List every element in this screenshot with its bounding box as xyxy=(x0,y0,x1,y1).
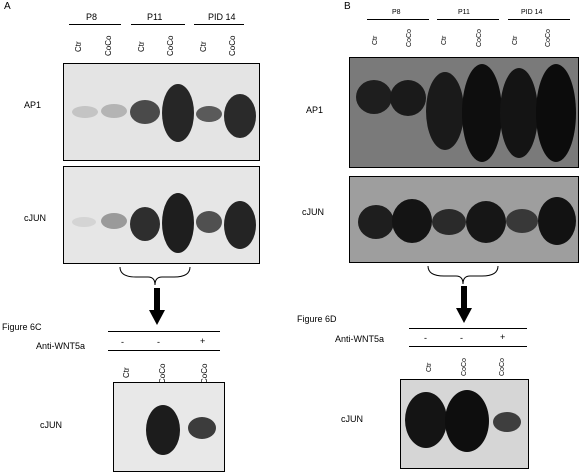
lane-label: Ctr xyxy=(74,41,83,52)
sign: - xyxy=(157,337,160,347)
group-line-p11 xyxy=(437,19,499,20)
sign-line-top xyxy=(108,331,220,332)
group-line-p8 xyxy=(69,24,121,25)
lane-label: Ctr xyxy=(372,35,379,45)
group-line-pid14 xyxy=(508,19,570,20)
figure-label: Figure 6C xyxy=(2,322,42,332)
sign: - xyxy=(121,337,124,347)
sub-cjun-label: cJUN xyxy=(40,420,62,430)
lane-label: CoCo xyxy=(104,35,113,56)
band xyxy=(188,417,216,439)
lane-label: CoCo xyxy=(406,29,413,47)
sign-line-bottom xyxy=(409,346,527,347)
sign: - xyxy=(424,333,427,343)
sign: + xyxy=(200,336,206,346)
band xyxy=(162,193,194,253)
band xyxy=(101,104,127,118)
band xyxy=(466,201,506,243)
group-label-p8: P8 xyxy=(86,12,98,22)
lane-label: CoCo xyxy=(461,358,468,376)
lane-label: CoCo xyxy=(158,363,167,384)
figure-label: Figure 6D xyxy=(297,314,337,324)
cjun-label: cJUN xyxy=(24,213,46,223)
band xyxy=(224,201,256,249)
arrow-down-icon xyxy=(149,288,165,325)
lane-label: CoCo xyxy=(476,29,483,47)
sub-cjun-blot xyxy=(400,379,529,469)
ap1-label: AP1 xyxy=(24,100,42,110)
band xyxy=(196,106,222,122)
cjun-blot xyxy=(63,166,260,264)
band xyxy=(493,412,521,432)
band xyxy=(72,217,96,227)
cjun-label: cJUN xyxy=(302,207,324,217)
band xyxy=(445,390,489,452)
lane-label: CoCo xyxy=(545,29,552,47)
ap1-blot xyxy=(63,63,260,161)
group-label-p8: P8 xyxy=(392,9,401,16)
anti-wnt5a-label: Anti-WNT5a xyxy=(335,334,385,344)
band xyxy=(224,94,256,138)
panel-b-letter: B xyxy=(344,1,351,12)
panel-a-letter: A xyxy=(4,1,11,12)
ap1-blot xyxy=(349,57,579,168)
band xyxy=(101,213,127,229)
brace-icon xyxy=(119,266,191,286)
band xyxy=(356,80,392,114)
band xyxy=(390,80,426,116)
sign-line-bottom xyxy=(108,350,220,351)
band xyxy=(432,209,466,235)
sign: - xyxy=(460,333,463,343)
band xyxy=(358,205,394,239)
band xyxy=(130,100,160,124)
band xyxy=(146,405,180,455)
band xyxy=(72,106,98,118)
band xyxy=(426,72,464,150)
band xyxy=(536,64,576,162)
group-label-pid14: PID 14 xyxy=(208,12,236,22)
band xyxy=(196,211,222,233)
group-line-p8 xyxy=(367,19,429,20)
band xyxy=(405,392,447,448)
band xyxy=(162,84,194,142)
lane-label: Ctr xyxy=(426,362,433,372)
anti-wnt5a-label: Anti-WNT5a xyxy=(36,341,86,351)
band xyxy=(392,199,432,243)
group-line-p11 xyxy=(131,24,185,25)
lane-label: Ctr xyxy=(199,41,208,52)
lane-label: CoCo xyxy=(166,35,175,56)
group-line-pid14 xyxy=(194,24,244,25)
sub-cjun-label: cJUN xyxy=(341,414,363,424)
group-label-p11: P11 xyxy=(458,9,470,16)
band xyxy=(506,209,538,233)
lane-label: Ctr xyxy=(512,35,519,45)
ap1-label: AP1 xyxy=(306,105,324,115)
cjun-blot xyxy=(349,176,579,263)
band xyxy=(538,197,576,245)
band xyxy=(130,207,160,241)
sub-cjun-blot xyxy=(113,382,225,472)
lane-label: CoCo xyxy=(228,35,237,56)
sign: + xyxy=(500,332,506,342)
sign-line-top xyxy=(409,328,527,329)
group-label-pid14: PID 14 xyxy=(521,9,543,16)
lane-label: CoCo xyxy=(200,363,209,384)
band xyxy=(462,64,502,162)
band xyxy=(500,68,538,158)
lane-label: Ctr xyxy=(137,41,146,52)
brace-icon xyxy=(427,265,499,285)
arrow-down-icon xyxy=(456,286,472,323)
lane-label: CoCo xyxy=(499,358,506,376)
lane-label: Ctr xyxy=(122,367,131,378)
group-label-p11: P11 xyxy=(147,12,163,22)
lane-label: Ctr xyxy=(441,35,448,45)
